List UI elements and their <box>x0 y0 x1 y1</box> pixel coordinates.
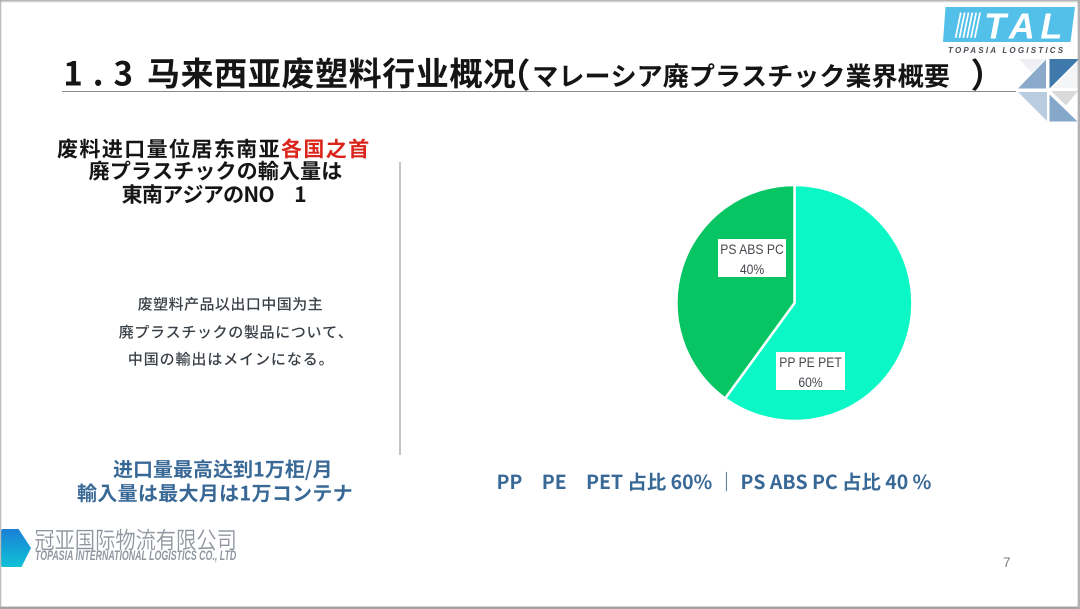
svg-text:TOPASIA LOGISTICS: TOPASIA LOGISTICS <box>948 46 1065 55</box>
svg-text:TAL: TAL <box>984 6 1068 47</box>
